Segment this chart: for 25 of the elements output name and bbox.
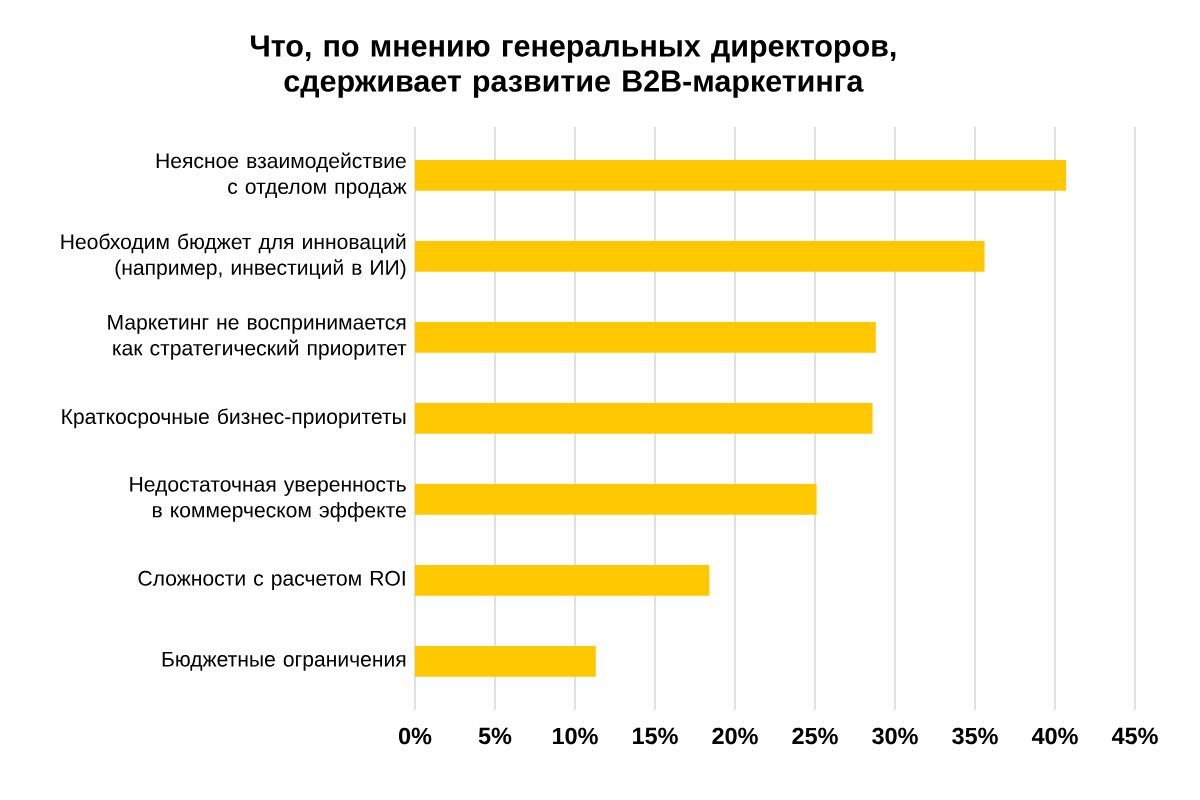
x-tick-label: 0% <box>398 727 432 745</box>
y-tick-label: Неясное взаимодействие с отделом продаж <box>156 152 407 199</box>
x-tick-label: 5% <box>478 727 512 745</box>
bar <box>415 483 817 515</box>
y-tick-label: Недостаточная уверенность в коммерческом эффекте <box>130 477 406 522</box>
bar <box>415 646 596 677</box>
y-tick-label: Маркетинг не воспринимается как стратегический приоритет <box>108 314 407 360</box>
x-tick-label: 20% <box>712 727 758 745</box>
y-tick-label: Сложности с расчетом ROI <box>138 570 405 590</box>
bar <box>415 564 710 596</box>
y-tick-label: Необходим бюджет для инноваций (например, инвестиций в ИИ) <box>61 233 406 280</box>
x-tick-label: 15% <box>633 727 678 745</box>
x-tick-label: 30% <box>872 727 918 745</box>
bar <box>415 159 1067 191</box>
x-tick-label: 25% <box>792 727 838 745</box>
y-tick-label: Краткосрочные бизнес-приоритеты <box>62 408 406 429</box>
x-tick-label: 45% <box>1111 727 1158 745</box>
bar <box>415 402 873 434</box>
chart-title: Что, по мнению генеральных директоров, сдерживает развитие B2B-маркетинга <box>251 35 896 98</box>
bar <box>415 321 876 353</box>
x-tick-label: 35% <box>952 727 998 745</box>
x-tick-label: 10% <box>553 727 598 745</box>
x-tick-label: 40% <box>1031 727 1078 745</box>
y-tick-label: Бюджетные ограничения <box>162 651 406 671</box>
bar <box>415 240 985 272</box>
